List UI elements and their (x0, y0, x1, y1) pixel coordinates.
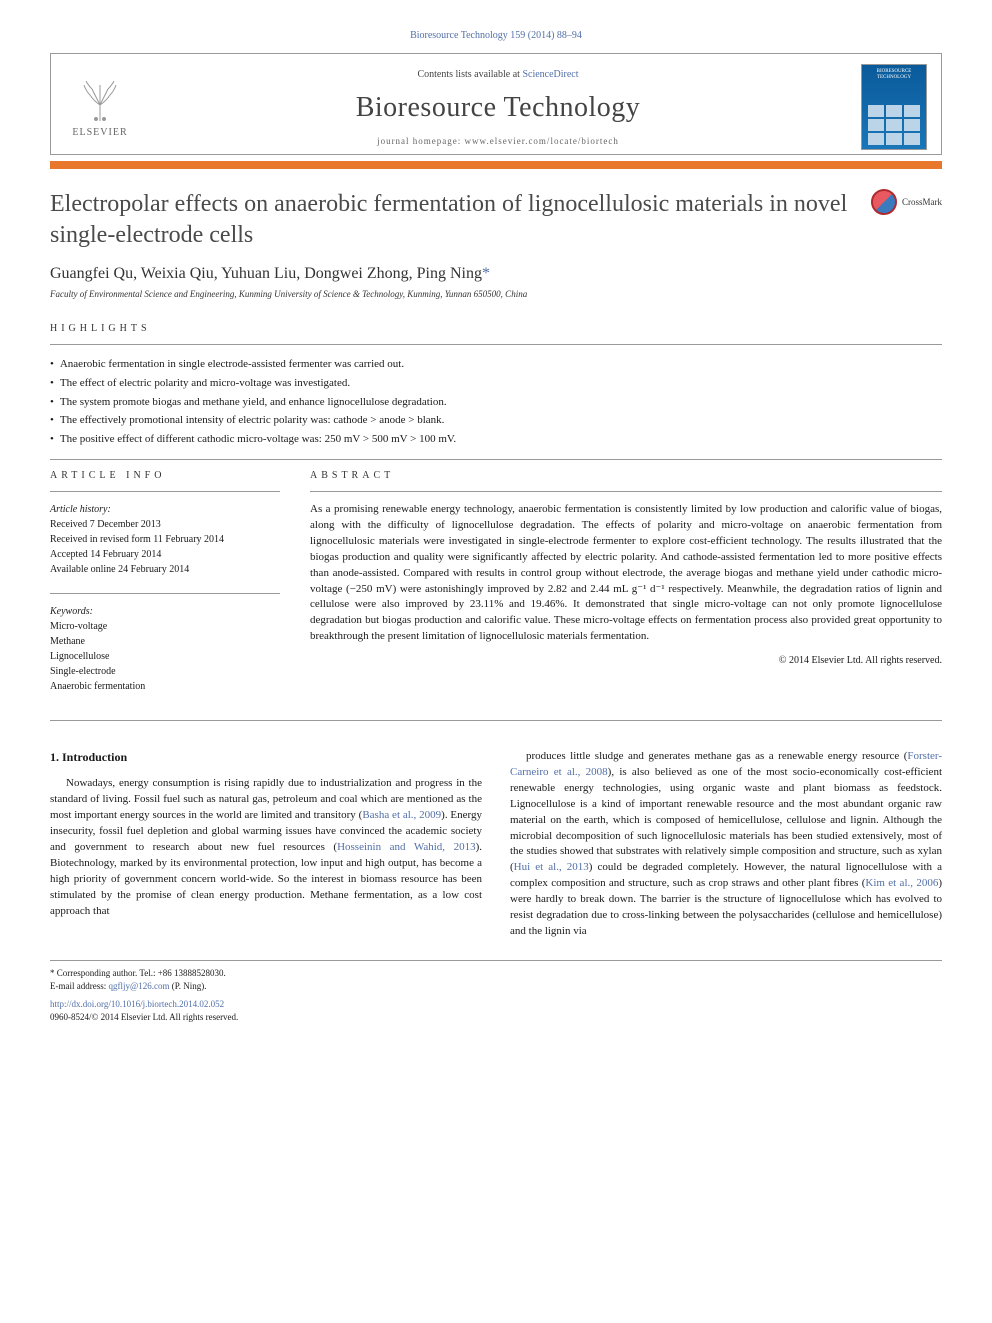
elsevier-tree-icon (76, 77, 124, 125)
highlight-item: Anaerobic fermentation in single electro… (50, 355, 942, 374)
sciencedirect-link[interactable]: ScienceDirect (522, 69, 578, 80)
contents-available: Contents lists available at ScienceDirec… (135, 69, 861, 80)
article-title: Electropolar effects on anaerobic fermen… (50, 189, 871, 251)
corresponding-marker: * (482, 265, 490, 282)
divider (50, 344, 942, 345)
issn-line: 0960-8524/© 2014 Elsevier Ltd. All right… (50, 1011, 942, 1024)
intro-para-1: Nowadays, energy consumption is rising r… (50, 776, 482, 919)
intro-para-2: produces little sludge and generates met… (510, 749, 942, 940)
abstract-text: As a promising renewable energy technolo… (310, 502, 942, 645)
journal-header: ELSEVIER Contents lists available at Sci… (50, 53, 942, 155)
divider (50, 593, 280, 594)
journal-name: Bioresource Technology (135, 92, 861, 124)
publisher-logo: ELSEVIER (65, 77, 135, 138)
abstract-label: ABSTRACT (310, 470, 942, 481)
journal-homepage: journal homepage: www.elsevier.com/locat… (135, 136, 861, 146)
body-col-left: 1. Introduction Nowadays, energy consump… (50, 749, 482, 940)
divider (50, 720, 942, 721)
article-info-label: ARTICLE INFO (50, 470, 280, 481)
doi-link[interactable]: http://dx.doi.org/10.1016/j.biortech.201… (50, 998, 942, 1011)
divider (50, 459, 942, 460)
divider-bar (50, 161, 942, 169)
body-col-right: produces little sludge and generates met… (510, 749, 942, 940)
affiliation: Faculty of Environmental Science and Eng… (50, 289, 942, 299)
journal-cover-thumbnail: BIORESOURCE TECHNOLOGY (861, 64, 927, 150)
email-link[interactable]: qgfljy@126.com (108, 981, 169, 991)
email-line: E-mail address: qgfljy@126.com (P. Ning)… (50, 980, 942, 993)
intro-heading: 1. Introduction (50, 749, 482, 766)
keywords: Keywords: Micro-voltage Methane Lignocel… (50, 604, 280, 694)
highlights-list: Anaerobic fermentation in single electro… (50, 355, 942, 448)
authors-line: Guangfei Qu, Weixia Qiu, Yuhuan Liu, Don… (50, 265, 942, 283)
corresponding-author: * Corresponding author. Tel.: +86 138885… (50, 967, 942, 980)
journal-reference: Bioresource Technology 159 (2014) 88–94 (50, 30, 942, 41)
crossmark-badge[interactable]: CrossMark (871, 189, 942, 215)
highlight-item: The effectively promotional intensity of… (50, 411, 942, 430)
copyright-line: © 2014 Elsevier Ltd. All rights reserved… (310, 655, 942, 666)
crossmark-icon (871, 189, 897, 215)
body-columns: 1. Introduction Nowadays, energy consump… (50, 749, 942, 940)
highlight-item: The positive effect of different cathodi… (50, 430, 942, 449)
divider (50, 491, 280, 492)
divider (310, 491, 942, 492)
highlights-label: HIGHLIGHTS (50, 323, 942, 334)
footer: * Corresponding author. Tel.: +86 138885… (50, 960, 942, 1023)
article-history: Article history: Received 7 December 201… (50, 502, 280, 577)
publisher-name: ELSEVIER (72, 127, 127, 138)
highlight-item: The effect of electric polarity and micr… (50, 374, 942, 393)
highlight-item: The system promote biogas and methane yi… (50, 393, 942, 412)
crossmark-label: CrossMark (902, 197, 942, 207)
